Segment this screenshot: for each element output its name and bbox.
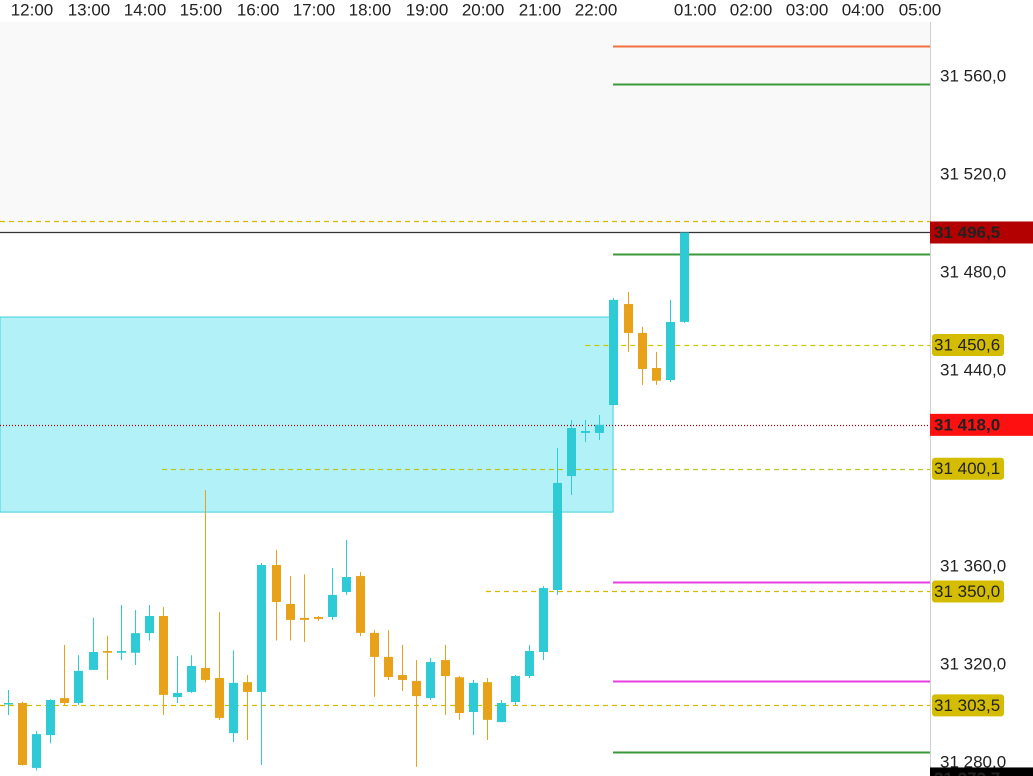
candle-body xyxy=(384,656,393,678)
price-label-bg xyxy=(932,333,1004,356)
price-label: 31 496,5 xyxy=(934,223,1000,242)
x-tick-label: 12:00 xyxy=(11,0,54,19)
candle-body xyxy=(300,617,309,620)
candle-body xyxy=(117,651,126,653)
candle-body xyxy=(624,304,633,333)
candle-body xyxy=(257,565,266,692)
candle-body xyxy=(103,651,112,653)
price-label: 31 418,0 xyxy=(934,415,1000,434)
candle-body xyxy=(666,321,675,381)
price-label-bg xyxy=(930,767,1033,776)
candle-body xyxy=(60,698,69,703)
candle-body xyxy=(398,675,407,680)
price-label-bg xyxy=(930,221,1033,244)
candle-body xyxy=(243,682,252,692)
y-tick-label: 31 480,0 xyxy=(940,262,1006,281)
candle-body xyxy=(215,677,224,718)
candle-body xyxy=(272,565,281,603)
candle-body xyxy=(187,665,196,692)
candle-body xyxy=(46,700,55,736)
upper-bg xyxy=(0,22,930,233)
x-tick-label: 03:00 xyxy=(786,0,829,19)
x-tick-label: 01:00 xyxy=(674,0,717,19)
time-axis-bg xyxy=(0,0,1033,22)
x-tick-label: 16:00 xyxy=(237,0,280,19)
candle-body xyxy=(356,576,365,633)
x-tick-label: 04:00 xyxy=(842,0,885,19)
x-tick-label: 17:00 xyxy=(293,0,336,19)
candle-body xyxy=(286,603,295,620)
price-label-bg xyxy=(930,413,1033,436)
candle-body xyxy=(581,430,590,433)
x-tick-label: 02:00 xyxy=(730,0,773,19)
candle-body xyxy=(638,332,647,369)
price-label: 31 400,1 xyxy=(934,459,1000,478)
candle-body xyxy=(483,682,492,720)
candle-body xyxy=(567,428,576,477)
y-tick-label: 31 280,0 xyxy=(940,752,1006,771)
candle-body xyxy=(159,615,168,695)
x-tick-label: 15:00 xyxy=(180,0,223,19)
candle-body xyxy=(680,232,689,322)
price-label: 31 450,6 xyxy=(934,335,1000,354)
candle-body xyxy=(89,652,98,670)
candle-body xyxy=(539,588,548,653)
candle-body xyxy=(145,615,154,634)
candle-body xyxy=(314,616,323,619)
candle-body xyxy=(229,682,238,734)
y-tick-label: 31 440,0 xyxy=(940,360,1006,379)
x-tick-label: 20:00 xyxy=(462,0,505,19)
y-tick-label: 31 520,0 xyxy=(940,164,1006,183)
candle-body xyxy=(469,682,478,713)
candle-body xyxy=(74,670,83,703)
candle-body xyxy=(525,651,534,677)
zone xyxy=(0,316,614,513)
price-label-bg xyxy=(932,694,1004,717)
y-tick-label: 31 320,0 xyxy=(940,654,1006,673)
candle-body xyxy=(511,676,520,702)
price-label: 31 273,7 xyxy=(934,769,1000,776)
price-label: 31 303,5 xyxy=(934,696,1000,715)
y-tick-label: 31 360,0 xyxy=(940,556,1006,575)
candle-body xyxy=(173,692,182,698)
candle-body xyxy=(18,702,27,765)
price-label-bg xyxy=(932,457,1004,480)
y-tick-label: 31 560,0 xyxy=(940,66,1006,85)
candle-body xyxy=(131,633,140,653)
x-tick-label: 18:00 xyxy=(349,0,392,19)
candle-body xyxy=(201,667,210,680)
candle-body xyxy=(4,702,13,705)
x-tick-label: 13:00 xyxy=(68,0,111,19)
x-tick-label: 14:00 xyxy=(124,0,167,19)
candle-body xyxy=(652,368,661,381)
candle-body xyxy=(328,594,337,617)
candle-body xyxy=(426,662,435,699)
candle-body xyxy=(32,734,41,768)
candle-body xyxy=(370,632,379,657)
price-label-bg xyxy=(932,580,1004,603)
candle-body xyxy=(342,577,351,592)
candle-body xyxy=(609,299,618,406)
candle-body xyxy=(595,424,604,433)
candle-body xyxy=(455,677,464,714)
price-label: 31 350,0 xyxy=(934,582,1000,601)
x-tick-label: 05:00 xyxy=(899,0,942,19)
candle-body xyxy=(412,680,421,697)
x-tick-label: 22:00 xyxy=(575,0,618,19)
candle-body xyxy=(441,660,450,677)
x-tick-label: 19:00 xyxy=(406,0,449,19)
candle-body xyxy=(497,702,506,723)
candle-body xyxy=(553,482,562,591)
x-tick-label: 21:00 xyxy=(519,0,562,19)
